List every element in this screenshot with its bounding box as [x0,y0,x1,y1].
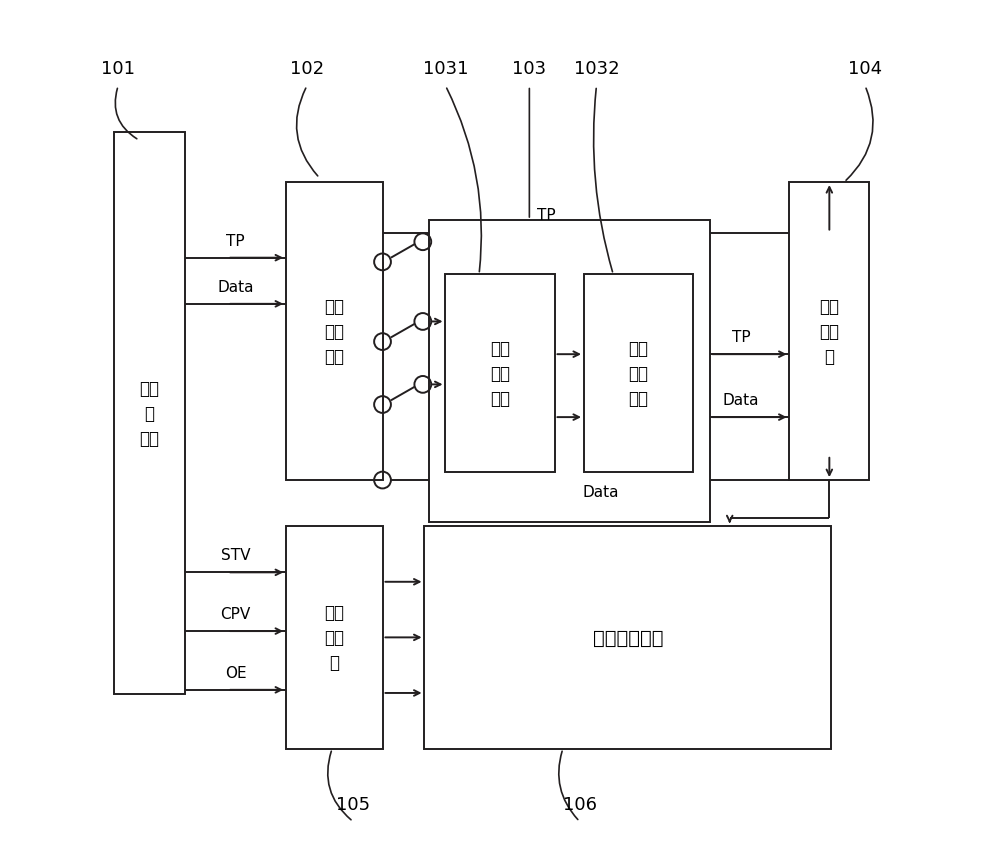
Text: 101: 101 [101,60,135,78]
Bar [424,527,831,749]
Text: Data: Data [582,484,619,499]
Text: 105: 105 [336,795,370,813]
Text: 时序
控
制器: 时序 控 制器 [140,379,160,447]
Text: 液晶显示面板: 液晶显示面板 [593,628,663,648]
Bar [789,183,869,481]
Bar [429,221,710,522]
Bar [286,527,383,749]
Text: 102: 102 [290,60,324,78]
Text: 1031: 1031 [423,60,468,78]
Text: 104: 104 [848,60,882,78]
Text: 信号
延迟
电路: 信号 延迟 电路 [628,340,648,407]
Text: 时序
判断
电路: 时序 判断 电路 [324,297,344,366]
Text: TP: TP [226,233,245,248]
Bar [114,133,185,694]
Text: 源极
驱动
器: 源极 驱动 器 [819,297,839,366]
Text: Data: Data [723,393,759,407]
Text: 1032: 1032 [574,60,619,78]
Text: OE: OE [225,665,246,680]
Text: 栅极
驱动
器: 栅极 驱动 器 [324,604,344,671]
Text: 103: 103 [512,60,546,78]
Text: STV: STV [221,548,250,562]
Bar [584,275,693,472]
Text: Data: Data [217,279,254,295]
Text: CPV: CPV [221,607,251,621]
Text: TP: TP [537,208,555,223]
Text: TP: TP [732,330,751,345]
Text: 106: 106 [563,795,597,813]
Text: 信号
同步
电路: 信号 同步 电路 [490,340,510,407]
Bar [286,183,383,481]
Bar [445,275,555,472]
